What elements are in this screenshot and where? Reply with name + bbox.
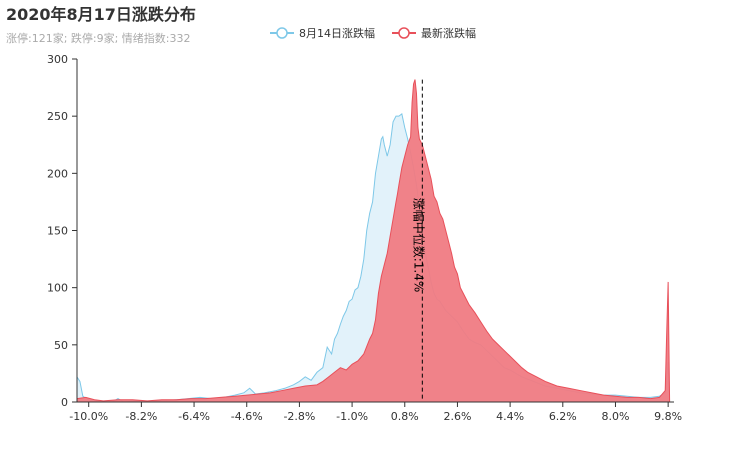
median-mark-label: 涨幅中位数:1.4% xyxy=(411,198,426,293)
x-tick-label: -6.4% xyxy=(178,410,210,423)
legend-label-series-2: 最新涨跌幅 xyxy=(421,26,476,40)
x-tick-label: 9.8% xyxy=(654,410,682,423)
x-tick-label: -2.8% xyxy=(283,410,315,423)
axes: 0 50 100 150 200 250 300 -10.0% -8.2% -6.4% -4.6% -… xyxy=(47,53,682,423)
x-tick-label: 0.8% xyxy=(391,410,419,423)
x-tick-label: 2.6% xyxy=(443,410,471,423)
chart-subtitle: 涨停:121家; 跌停:9家; 情绪指数:332 xyxy=(6,31,191,45)
x-tick-label: -10.0% xyxy=(69,410,108,423)
y-tick-label: 300 xyxy=(47,53,68,66)
y-tick-label: 150 xyxy=(47,225,68,238)
series-line-2 xyxy=(76,79,671,403)
y-tick-label: 250 xyxy=(47,110,68,123)
y-tick-label: 200 xyxy=(47,167,68,180)
legend-label-series-1: 8月14日涨跌幅 xyxy=(299,26,375,40)
y-tick-label: 50 xyxy=(54,339,68,352)
x-tick-label: 6.2% xyxy=(549,410,577,423)
x-tick-label: 4.4% xyxy=(496,410,524,423)
x-tick-label: -1.0% xyxy=(336,410,368,423)
x-tick-label: -8.2% xyxy=(125,410,157,423)
legend-item-series-2[interactable]: 最新涨跌幅 xyxy=(392,26,476,40)
legend-item-series-1[interactable]: 8月14日涨跌幅 xyxy=(270,26,375,40)
series-area-1 xyxy=(77,113,670,402)
chart-title: 2020年8月17日涨跌分布 xyxy=(6,5,196,24)
plot-area: 涨幅中位数:1.4% xyxy=(76,79,671,403)
legend: 8月14日涨跌幅 最新涨跌幅 xyxy=(270,26,476,40)
x-tick-label: 8.0% xyxy=(601,410,629,423)
y-tick-label: 100 xyxy=(47,282,68,295)
x-tick-label: -4.6% xyxy=(231,410,263,423)
legend-marker-series-1 xyxy=(276,27,288,39)
series-area-2 xyxy=(77,79,670,402)
legend-marker-series-2 xyxy=(398,27,410,39)
y-tick-label: 0 xyxy=(61,396,68,409)
